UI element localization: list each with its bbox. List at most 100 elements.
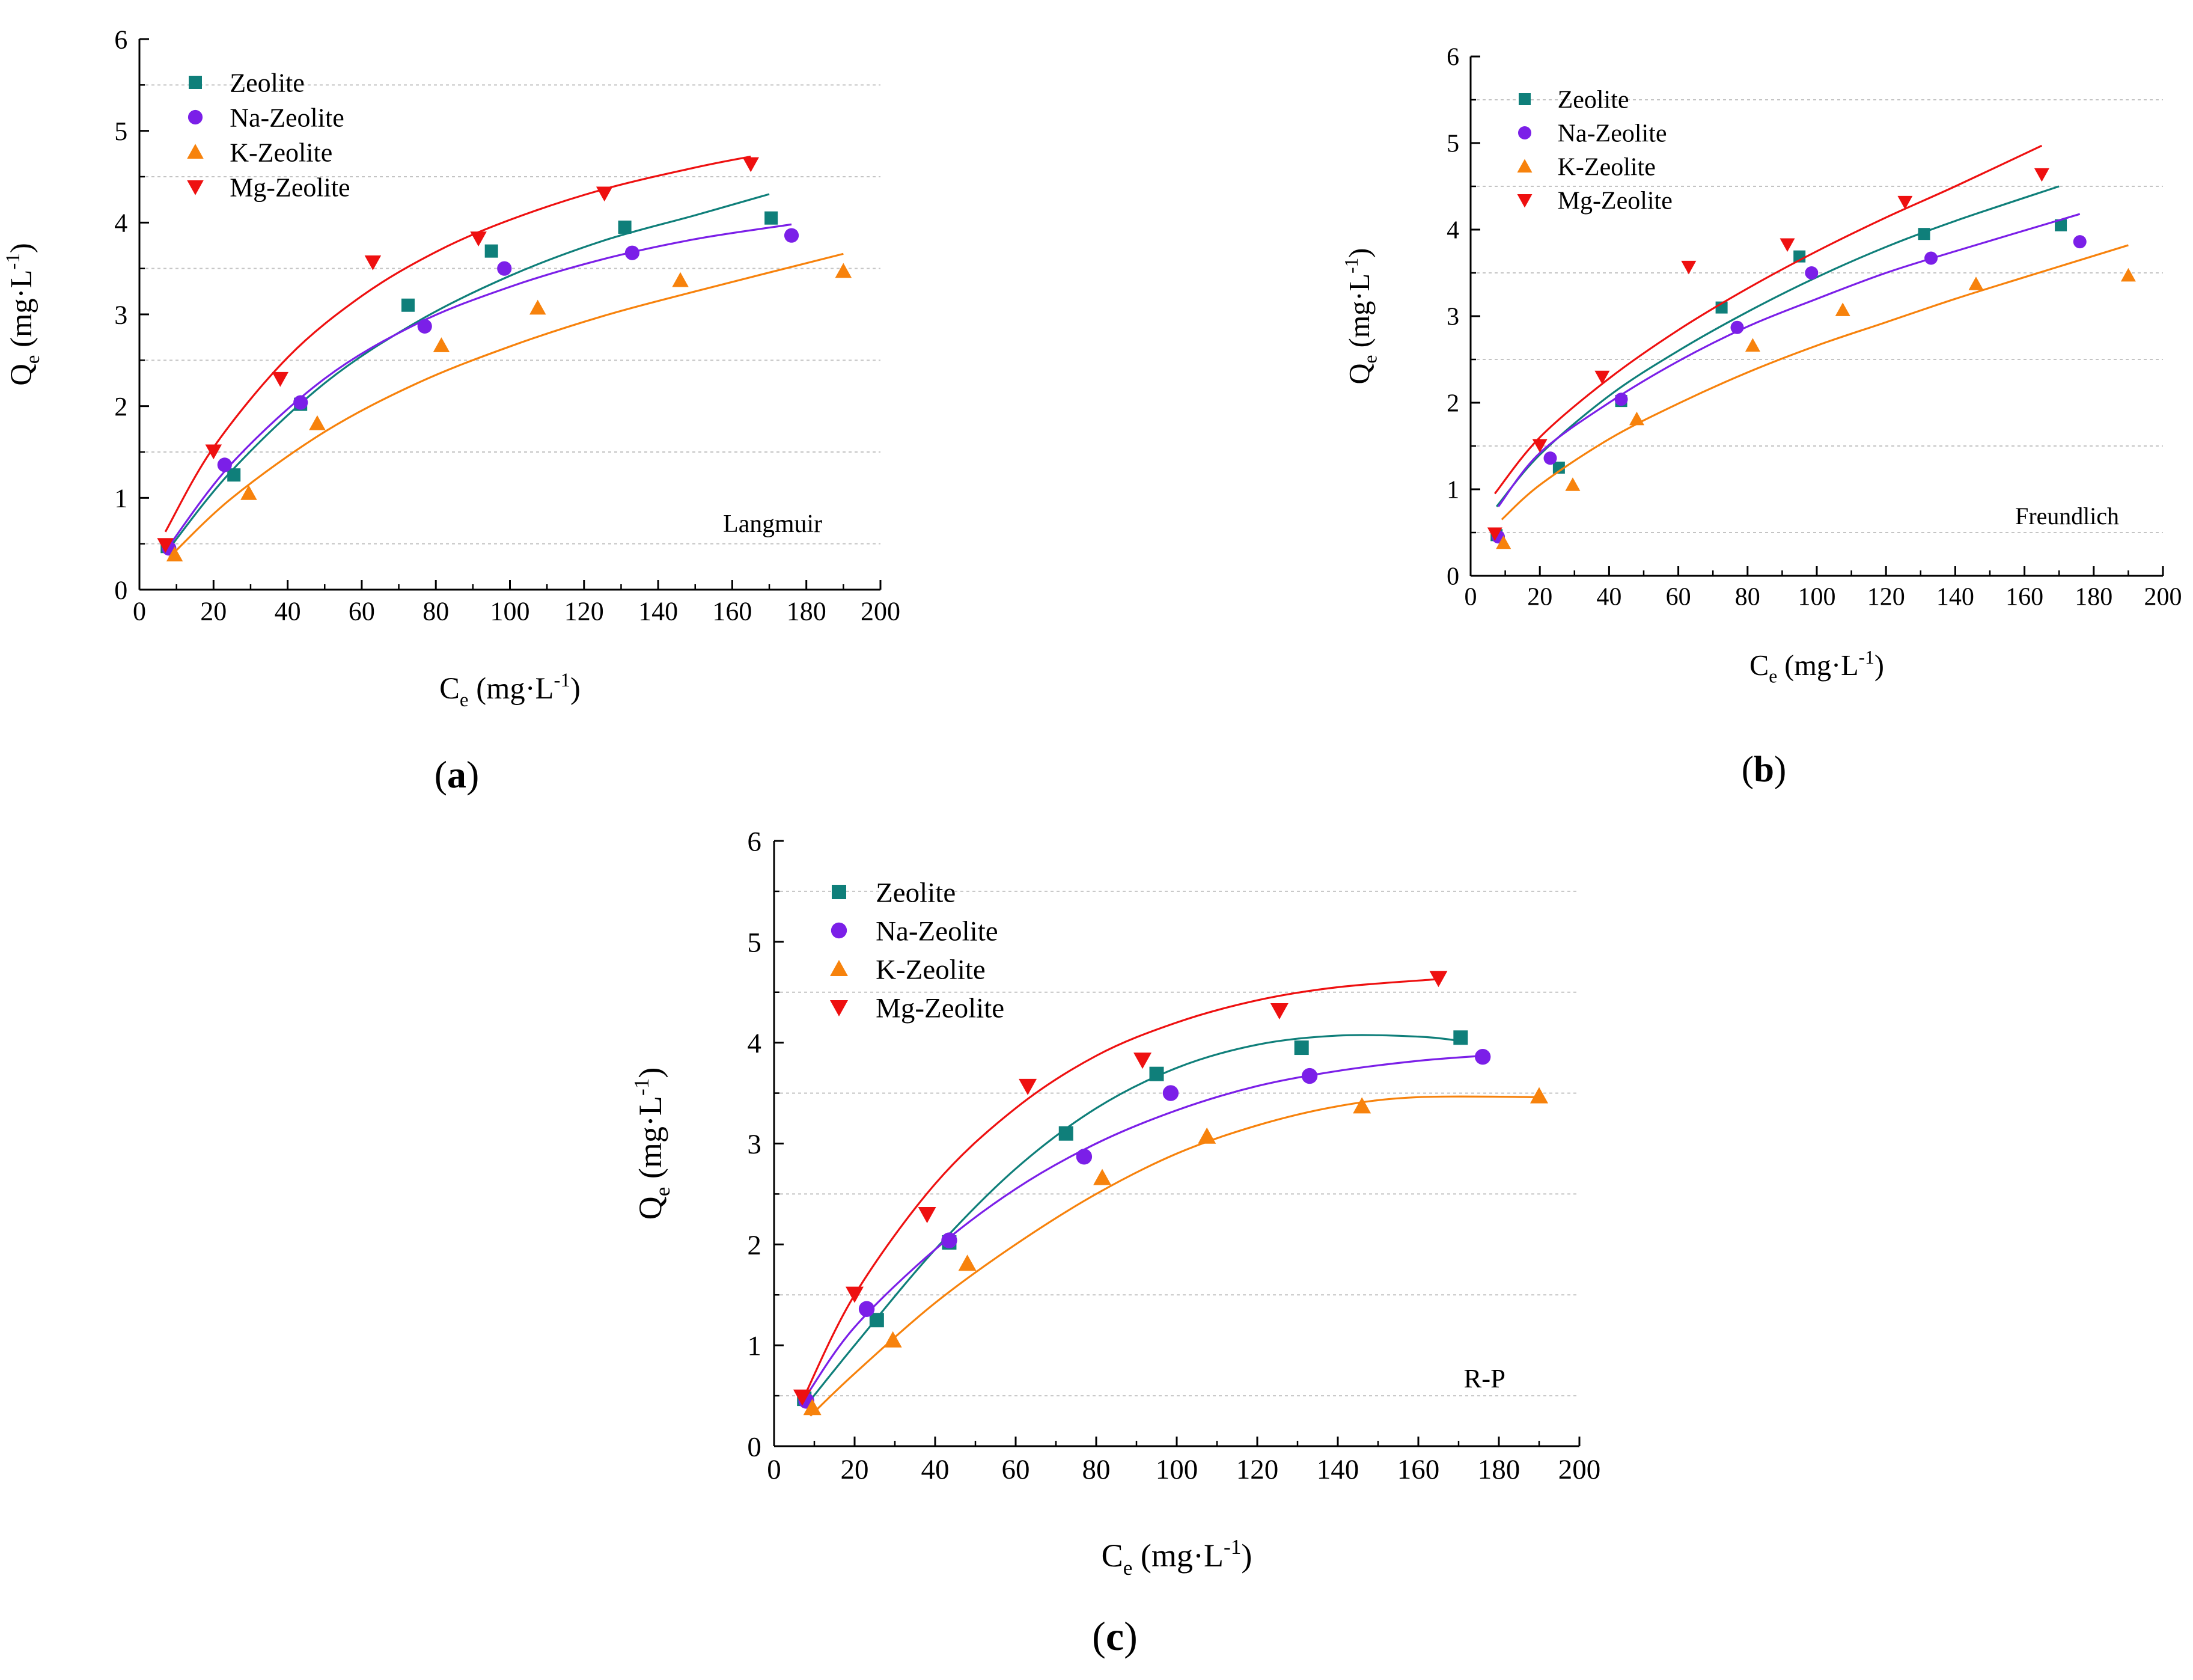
y-tick-label: 6 [1447, 44, 1459, 72]
series-k-zeolite [166, 252, 852, 561]
data-point [1076, 1149, 1093, 1165]
legend-marker [187, 180, 204, 195]
data-point [1198, 1127, 1216, 1144]
y-tick-label: 3 [114, 300, 127, 329]
legend-label: Zeolite [230, 68, 305, 97]
panel-caption: (c) [1092, 1613, 1138, 1659]
data-point [858, 1301, 875, 1317]
fit-curve [804, 1034, 1459, 1409]
legend-marker [1517, 159, 1533, 173]
data-point [484, 244, 498, 258]
data-point [1565, 477, 1581, 491]
data-point [1594, 370, 1610, 385]
data-point [272, 371, 289, 387]
model-label: Freundlich [2015, 502, 2119, 530]
legend-label: Na-Zeolite [1558, 120, 1667, 148]
data-point [1730, 320, 1744, 334]
data-point [497, 261, 512, 276]
fit-curve [166, 223, 792, 549]
y-tick-label: 1 [747, 1331, 761, 1362]
legend-label: K-Zeolite [230, 138, 332, 167]
legend-marker [830, 1000, 848, 1016]
data-point [417, 319, 432, 334]
x-tick-label: 180 [2075, 583, 2112, 611]
data-point [869, 1313, 884, 1328]
data-point [1897, 195, 1913, 210]
legend-label: Na-Zeolite [876, 915, 998, 947]
series-k-zeolite [1496, 244, 2136, 549]
data-point [941, 1232, 957, 1248]
panel-caption: (a) [435, 753, 479, 796]
data-point [1353, 1097, 1371, 1114]
x-tick-label: 200 [861, 597, 900, 626]
y-axis-label: Qe (mg·L-1) [630, 1068, 674, 1220]
data-point [1162, 1085, 1179, 1101]
legend-marker [1519, 93, 1531, 105]
x-tick-label: 100 [1156, 1454, 1198, 1485]
data-point [1805, 266, 1819, 279]
legend-label: K-Zeolite [876, 954, 986, 985]
model-label: Langmuir [723, 510, 822, 538]
data-point [1532, 439, 1548, 453]
data-point [166, 546, 183, 561]
y-tick-label: 3 [1447, 304, 1459, 331]
x-tick-label: 40 [275, 597, 301, 626]
data-point [157, 538, 174, 553]
y-axis-label: Qe (mg·L-1) [2, 243, 44, 385]
data-point [846, 1286, 864, 1303]
data-point [958, 1254, 977, 1271]
legend-marker [188, 109, 203, 125]
data-point [433, 337, 450, 352]
x-tick-label: 180 [787, 597, 826, 626]
data-point [784, 228, 799, 243]
data-point [803, 1399, 822, 1416]
data-point [2055, 219, 2067, 231]
y-tick-label: 5 [1447, 130, 1459, 158]
data-point [529, 299, 546, 315]
data-point [205, 444, 222, 460]
x-tick-label: 140 [1317, 1454, 1359, 1485]
legend-marker [1517, 194, 1533, 208]
x-tick-label: 140 [1936, 583, 1974, 611]
data-point [1058, 1126, 1073, 1141]
y-tick-label: 2 [1447, 390, 1459, 418]
data-point [1019, 1078, 1037, 1095]
data-point [470, 231, 487, 247]
x-tick-label: 60 [1002, 1454, 1030, 1485]
data-point [1475, 1048, 1491, 1065]
panel-caption: (b) [1742, 750, 1786, 790]
data-point [1745, 338, 1760, 352]
y-tick-label: 3 [747, 1129, 761, 1160]
data-point [240, 484, 257, 500]
data-point [624, 245, 640, 260]
series-mg-zeolite [1487, 144, 2049, 541]
y-tick-label: 0 [1447, 563, 1459, 591]
y-tick-label: 6 [114, 25, 127, 54]
x-tick-label: 20 [200, 597, 227, 626]
legend: Zeolite Na-Zeolite K-Zeolite Mg-Zeolite [187, 68, 350, 202]
x-tick-label: 120 [1867, 583, 1905, 611]
series-mg-zeolite [793, 971, 1448, 1406]
fit-curve [810, 1095, 1540, 1417]
fit-curve [164, 155, 751, 533]
data-point [1270, 1003, 1289, 1019]
legend-marker [831, 922, 847, 939]
x-tick-label: 0 [767, 1454, 781, 1485]
legend-marker [830, 960, 848, 976]
y-tick-label: 0 [114, 575, 127, 605]
data-point [618, 220, 632, 234]
fit-curve [1497, 213, 2081, 507]
data-point [672, 272, 689, 287]
x-tick-label: 200 [2144, 583, 2182, 611]
data-point [1918, 228, 1930, 240]
legend-label: Mg-Zeolite [1558, 188, 1673, 215]
y-tick-label: 5 [747, 927, 761, 958]
y-tick-label: 4 [1447, 217, 1459, 245]
legend-marker [832, 885, 846, 899]
x-tick-label: 40 [921, 1454, 950, 1485]
fit-curve [1494, 144, 2043, 495]
data-point [364, 255, 382, 270]
data-point [1530, 1087, 1548, 1104]
x-tick-label: 100 [1798, 583, 1836, 611]
